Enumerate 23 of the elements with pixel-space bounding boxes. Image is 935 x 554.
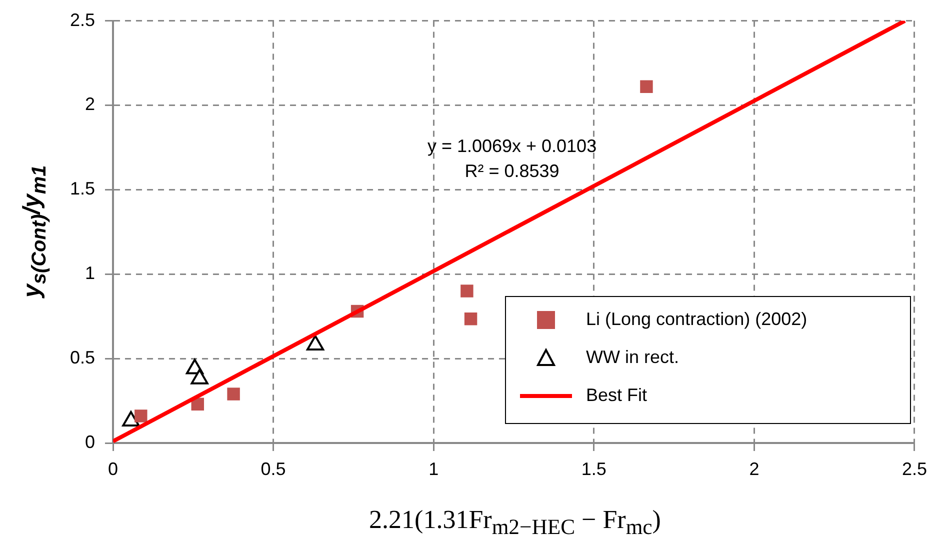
y-tick-label: 0.5 <box>70 348 95 368</box>
y-tick-label: 2.5 <box>70 10 95 30</box>
x-tick-label: 2.5 <box>902 458 928 479</box>
x-tick-label: 0.5 <box>260 458 286 479</box>
point <box>460 284 474 298</box>
legend-label: Li (Long contraction) (2002) <box>586 309 808 330</box>
annotation: R² = 0.8539 <box>464 160 560 181</box>
point <box>464 312 478 326</box>
y-tick-label: 2 <box>84 94 95 114</box>
legend-label: WW in rect. <box>586 347 679 368</box>
y-tick-label: 1.5 <box>70 178 95 199</box>
legend-label: Best Fit <box>586 385 648 406</box>
point <box>640 80 653 94</box>
x-axis-title: 2.21(1.31Fr$_{m2−HEC}$ − Fr$_{mc}$) <box>368 505 662 540</box>
x-tick-label: 1 <box>428 458 439 479</box>
x-tick-label: 2 <box>749 458 760 479</box>
point <box>134 410 148 422</box>
x-tick-label: 0 <box>108 458 118 479</box>
x-tick-label: 1.5 <box>581 458 606 479</box>
point <box>227 388 240 400</box>
annotation: y = 1.0069x + 0.0103 <box>427 136 597 156</box>
y-tick-label: 0 <box>84 432 95 452</box>
y-tick-label: 1 <box>84 263 95 284</box>
